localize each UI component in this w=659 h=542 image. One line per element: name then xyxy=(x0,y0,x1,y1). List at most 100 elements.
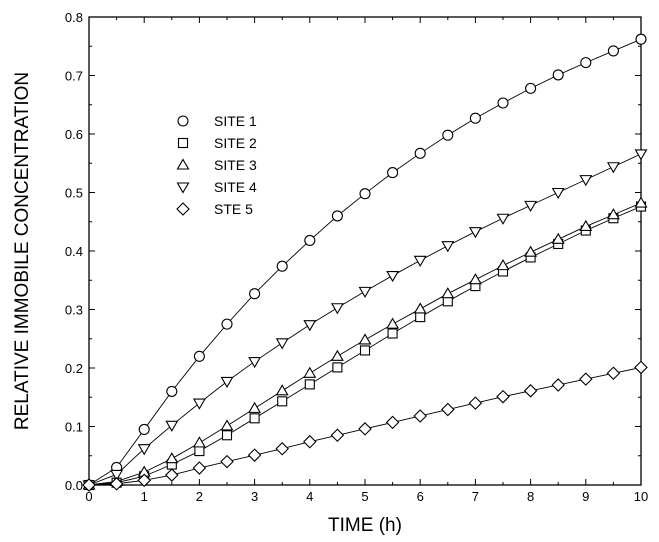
data-point xyxy=(193,350,205,362)
y-tick-label: 0.2 xyxy=(65,361,83,376)
legend-label: SITE 1 xyxy=(214,113,257,129)
legend-label: SITE 4 xyxy=(214,179,257,195)
data-point xyxy=(358,422,372,436)
data-point xyxy=(221,430,233,441)
data-point xyxy=(634,149,648,161)
series-4 xyxy=(82,149,648,492)
data-point xyxy=(468,273,482,285)
data-point xyxy=(275,384,289,396)
data-point xyxy=(358,333,372,345)
data-point xyxy=(387,167,399,179)
data-point xyxy=(441,402,455,417)
y-tick-label: 0.8 xyxy=(65,10,83,25)
data-point xyxy=(387,328,398,339)
legend-label: SITE 2 xyxy=(214,135,257,151)
legend-item: SITE 3 xyxy=(176,157,257,173)
legend-item: STE 5 xyxy=(176,201,253,217)
x-tick-label: 10 xyxy=(634,489,648,504)
data-point xyxy=(332,362,343,373)
data-point xyxy=(606,366,621,381)
legend-marker xyxy=(177,137,189,149)
data-point xyxy=(275,338,289,350)
data-point xyxy=(385,415,400,430)
x-tick-label: 6 xyxy=(417,489,424,504)
legend-marker xyxy=(177,115,189,127)
data-point xyxy=(579,372,593,386)
series-layer xyxy=(82,33,648,492)
data-point xyxy=(359,188,371,200)
data-point xyxy=(165,452,179,464)
legend: SITE 1 SITE 2 SITE 3 SITE 4 STE 5 xyxy=(176,113,257,217)
data-point xyxy=(330,349,344,361)
series-5 xyxy=(82,360,648,492)
data-point xyxy=(415,312,426,323)
data-point xyxy=(496,389,510,404)
x-tick-label: 9 xyxy=(582,489,589,504)
data-point xyxy=(137,444,151,456)
x-tick-label: 8 xyxy=(527,489,534,504)
data-point xyxy=(220,376,234,389)
legend-marker xyxy=(176,202,190,216)
data-point xyxy=(579,219,593,231)
data-point xyxy=(497,97,509,109)
data-point xyxy=(82,478,96,492)
data-point xyxy=(635,33,647,45)
data-point xyxy=(580,57,592,69)
data-point xyxy=(468,227,482,239)
data-point xyxy=(552,69,564,81)
x-tick-label: 5 xyxy=(361,489,368,504)
data-point xyxy=(441,287,455,299)
data-point xyxy=(634,360,648,375)
data-point xyxy=(441,241,455,253)
data-point xyxy=(524,245,538,257)
data-point xyxy=(413,255,427,267)
data-point xyxy=(330,428,345,443)
data-point xyxy=(551,378,565,392)
data-point xyxy=(249,413,260,424)
tick-labels: 0 1 2 3 4 5 6 7 8 9 10 0.0 0.1 0.2 0.3 0.4 0.5 0.6 0.7 0.8 xyxy=(65,10,648,504)
data-point xyxy=(277,396,288,407)
data-point xyxy=(496,213,510,225)
data-point xyxy=(276,260,288,272)
y-tick-label: 0.6 xyxy=(65,127,83,142)
legend-item: SITE 2 xyxy=(177,135,257,151)
x-axis-title: TIME (h) xyxy=(328,515,402,536)
data-point xyxy=(248,357,262,369)
y-tick-label: 0.0 xyxy=(65,478,83,493)
x-tick-label: 3 xyxy=(251,489,258,504)
data-point xyxy=(275,441,289,456)
data-point xyxy=(330,303,344,315)
data-point xyxy=(304,379,315,390)
data-point xyxy=(442,129,454,141)
data-point xyxy=(249,288,261,300)
data-point xyxy=(109,477,124,491)
legend-label: SITE 3 xyxy=(214,157,257,173)
data-point xyxy=(303,434,317,449)
data-point xyxy=(165,420,179,432)
data-point xyxy=(247,448,262,462)
x-tick-label: 2 xyxy=(196,489,203,504)
data-point xyxy=(358,286,372,298)
data-point xyxy=(138,423,150,435)
data-point xyxy=(137,473,151,488)
plot-frame xyxy=(88,16,642,486)
y-tick-label: 0.1 xyxy=(65,420,83,435)
data-point xyxy=(221,318,233,330)
data-point xyxy=(166,385,178,397)
data-point xyxy=(386,317,400,329)
y-axis-title: RELATIVE IMMOBILE CONCENTRATION xyxy=(12,72,33,430)
legend-marker xyxy=(176,158,190,170)
data-point xyxy=(606,208,620,220)
x-tick-label: 4 xyxy=(306,489,313,504)
series-3 xyxy=(82,196,648,490)
legend-item: SITE 1 xyxy=(177,113,257,129)
data-point xyxy=(525,82,537,94)
legend-label: STE 5 xyxy=(214,201,253,217)
data-point xyxy=(551,232,565,244)
data-point xyxy=(606,162,620,174)
data-point xyxy=(303,320,317,332)
series-1 xyxy=(83,33,647,491)
data-point xyxy=(469,112,481,124)
x-tick-label: 0 xyxy=(85,489,92,504)
